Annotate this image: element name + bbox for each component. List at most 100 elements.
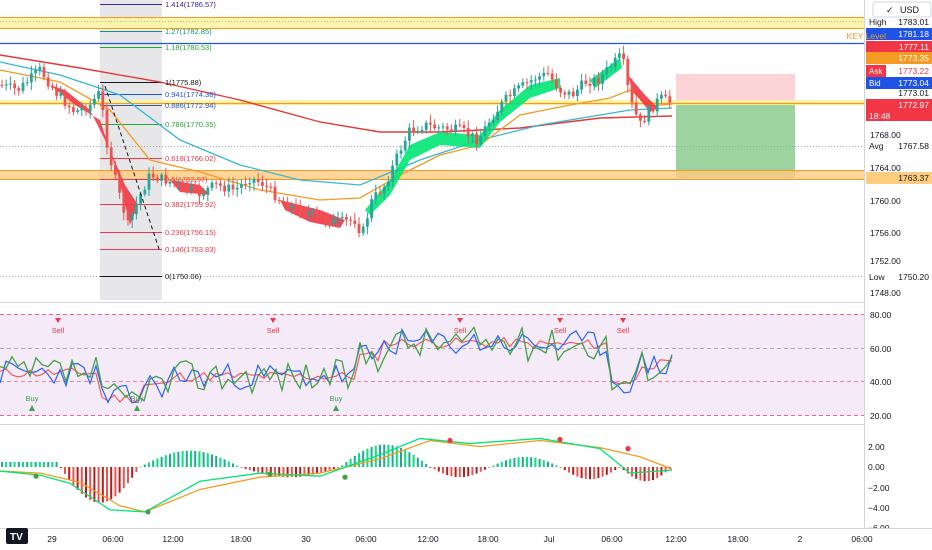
sell-signal-icon — [270, 318, 276, 323]
time-tick-label: 12:00 — [417, 534, 439, 544]
candle-body — [34, 70, 37, 74]
candle-body — [328, 221, 331, 224]
macd-bar — [605, 467, 608, 475]
price-candles[interactable] — [0, 45, 672, 238]
macd-bar — [164, 455, 167, 467]
logo-text: TV — [10, 532, 23, 543]
candle-body — [214, 182, 218, 184]
macd-bar — [22, 461, 24, 467]
macd-bar — [534, 457, 537, 467]
candle-body — [664, 94, 667, 97]
candle-body — [651, 106, 655, 112]
time-tick-label: 06:00 — [851, 534, 873, 544]
candle-body — [555, 79, 558, 89]
macd-bar — [114, 467, 117, 497]
candle-body — [315, 210, 319, 215]
macd-cross-marker — [33, 473, 39, 479]
macd-signal-line — [0, 439, 673, 513]
candle-body — [277, 200, 281, 202]
buy-signal-icon — [333, 405, 339, 411]
macd-bar — [555, 465, 558, 467]
macd-bar — [295, 467, 297, 478]
macd-bar — [93, 467, 96, 502]
macd-bar — [135, 467, 138, 473]
price-scale[interactable]: 1772.001768.001764.001760.001756.001752.… — [846, 0, 932, 533]
candle-body — [30, 73, 33, 83]
macd-histogram — [1, 444, 671, 503]
candle-body — [122, 192, 126, 213]
macd-bar — [223, 459, 226, 467]
bid-value: 1773.04 — [898, 78, 929, 88]
macd-cross-marker — [145, 509, 151, 515]
macd-lines — [0, 436, 673, 515]
candle-body — [97, 91, 100, 99]
short-position-target-zone[interactable] — [676, 104, 795, 178]
macd-bar — [463, 467, 465, 477]
macd-bar — [118, 467, 121, 493]
macd-bar — [156, 458, 159, 467]
candle-body — [294, 204, 298, 206]
resistance-band-top[interactable] — [0, 17, 864, 29]
resistance-2-tag-value: 1773.35 — [898, 53, 929, 63]
candle-body — [160, 174, 163, 181]
trend-projection-line[interactable] — [104, 85, 161, 253]
fib-level-label: 0.146(1753.83) — [165, 245, 216, 254]
candle-body — [643, 120, 646, 122]
currency-button[interactable]: ✓ USD — [872, 1, 932, 18]
macd-bar — [551, 463, 554, 467]
candle-body — [454, 124, 457, 131]
macd-bar — [358, 453, 360, 467]
oscillator-pane[interactable]: Sell Sell Sell Sell Sell Buy Buy Buy — [0, 314, 864, 416]
macd-cross-marker — [267, 471, 273, 477]
macd-bar — [442, 467, 444, 474]
macd-pane[interactable] — [0, 436, 673, 515]
macd-bar — [383, 444, 386, 467]
macd-bar — [80, 467, 83, 494]
macd-bar — [190, 450, 192, 467]
candle-body — [63, 93, 67, 106]
fib-range-shade — [100, 0, 162, 300]
time-axis[interactable]: 29 06:00 12:00 18:00 30 06:00 12:00 18:00 Jul 06:… — [0, 528, 932, 550]
macd-bar — [517, 457, 520, 467]
macd-bar — [9, 461, 12, 467]
bar-countdown: 18:48 — [869, 111, 891, 121]
tradingview-logo[interactable]: TV — [6, 528, 28, 544]
macd-cross-marker — [342, 474, 348, 480]
time-tick-label: 18:00 — [727, 534, 749, 544]
support-band[interactable] — [0, 170, 864, 180]
macd-bar — [76, 467, 79, 490]
main-pane[interactable]: 1.414(1786.57) 1.27(1782.85) 1.18(1780.53)… — [0, 0, 864, 300]
macd-bar — [1, 461, 3, 467]
candle-body — [513, 88, 516, 97]
macd-bar — [559, 467, 562, 468]
resistance-band-mid[interactable] — [0, 100, 864, 105]
candle-body — [168, 181, 172, 184]
candle-body — [265, 185, 268, 187]
macd-bar — [34, 461, 37, 467]
candle-body — [576, 89, 579, 97]
macd-bar — [538, 458, 541, 467]
macd-bar — [181, 451, 184, 467]
macd-bar — [362, 450, 365, 467]
time-tick-label: Jul — [544, 534, 555, 544]
macd-bar — [353, 455, 356, 467]
ribbon-bullish-segment — [365, 78, 560, 215]
candle-body — [282, 201, 285, 203]
macd-bar — [601, 467, 604, 477]
macd-tick-label: 0.00 — [868, 462, 885, 472]
sell-signal-icon — [557, 318, 563, 323]
macd-bar — [278, 467, 281, 477]
macd-bar — [337, 467, 339, 468]
candle-body — [412, 127, 415, 132]
macd-bar — [479, 467, 482, 472]
macd-bar — [122, 467, 125, 489]
short-position-stop-zone[interactable] — [676, 74, 795, 104]
key-level-label: KEY Level — [846, 31, 886, 41]
candle-body — [332, 217, 336, 224]
macd-bar — [265, 467, 268, 475]
low-tag-label: Low — [869, 272, 885, 282]
candle-body — [252, 179, 256, 184]
candle-body — [660, 94, 663, 99]
